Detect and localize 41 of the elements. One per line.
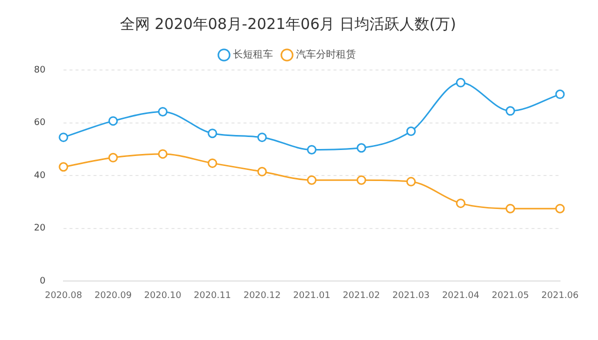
point — [555, 204, 565, 214]
point — [506, 204, 516, 214]
point — [356, 175, 366, 185]
point — [257, 166, 267, 176]
y-tick-label: 40 — [34, 170, 46, 181]
y-tick-label: 60 — [34, 118, 46, 128]
point — [555, 90, 565, 100]
x-tick-label: 2021.05 — [492, 290, 529, 301]
point — [306, 175, 316, 185]
x-tick-label: 2021.01 — [293, 290, 330, 301]
point — [108, 116, 118, 126]
x-tick-label: 2020.12 — [243, 290, 281, 301]
point — [306, 144, 316, 154]
point — [406, 176, 416, 186]
point — [456, 78, 466, 88]
legend-label: 长短租车 — [233, 48, 273, 61]
y-tick-label: 80 — [34, 65, 46, 76]
point — [208, 128, 218, 138]
x-tick-label: 2020.09 — [94, 290, 132, 301]
x-tick-label: 2020.08 — [44, 290, 82, 301]
x-tick-label: 2021.02 — [342, 290, 380, 301]
y-tick-label: 0 — [40, 276, 46, 287]
point — [506, 106, 516, 116]
legend-label: 汽车分时租赁 — [296, 48, 356, 61]
point — [257, 132, 267, 142]
point — [406, 126, 416, 136]
x-tick-label: 2021.03 — [392, 290, 430, 301]
x-tick-label: 2020.11 — [194, 290, 232, 301]
y-tick-label: 20 — [34, 224, 46, 234]
point — [356, 143, 366, 153]
x-tick-label: 2021.06 — [541, 290, 579, 301]
x-tick-label: 2021.04 — [442, 290, 480, 301]
x-tick-label: 2020.10 — [144, 290, 182, 301]
point — [108, 152, 118, 162]
point — [58, 162, 68, 172]
point — [208, 158, 218, 168]
chart-title: 全网 2020年08月-2021年06月 日均活跃人数(万) — [120, 14, 456, 33]
point — [456, 198, 466, 208]
point — [158, 106, 168, 116]
point — [58, 132, 68, 142]
point — [158, 149, 168, 159]
